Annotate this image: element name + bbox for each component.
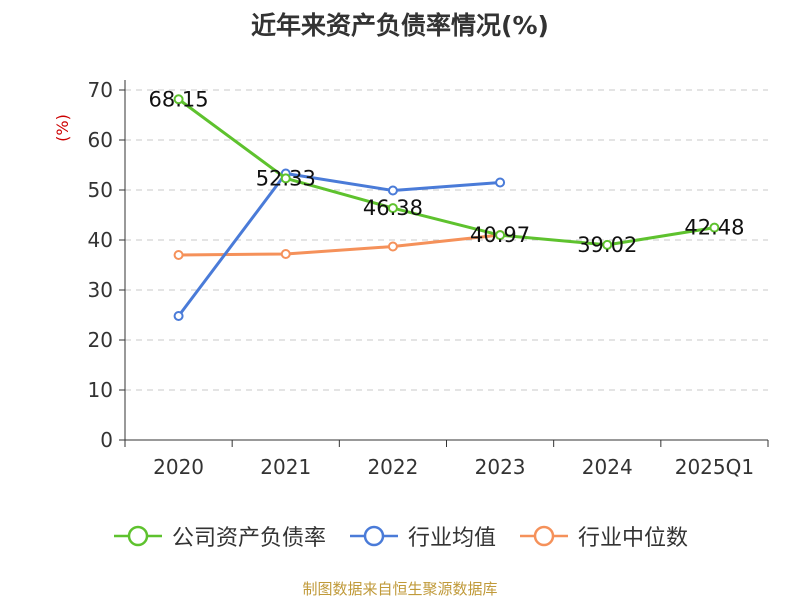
data-point [280,249,291,259]
data-point [495,177,506,188]
data-point [280,173,291,184]
legend-item[interactable]: 公司资产负债率 [112,520,326,552]
data-point [495,230,506,241]
data-label: 46.38 [363,196,423,220]
y-tick-label: 20 [88,328,113,352]
legend-item[interactable]: 行业中位数 [518,520,688,552]
legend-item[interactable]: 行业均值 [348,520,496,552]
data-point [387,241,398,252]
legend: 公司资产负债率 行业均值 行业中位数 [0,520,800,552]
chart-title: 近年来资产负债率情况(%) [251,11,549,40]
y-tick-label: 70 [88,78,113,102]
x-tick-label: 2024 [582,455,633,479]
data-label: 52.33 [256,166,316,190]
data-label: 68.15 [149,87,209,111]
data-label: 40.97 [470,223,530,247]
data-point [173,250,184,260]
legend-label: 公司资产负债率 [171,526,326,551]
y-tick-label: 50 [88,178,113,202]
data-point [387,203,398,214]
x-tick-label: 2021 [260,455,311,479]
data-point [602,239,613,250]
data-label: 39.02 [577,233,637,257]
series-line [177,172,501,317]
x-tick-label: 2023 [475,455,526,479]
y-axis-label: (%) [53,114,72,142]
legend-line-marker-icon [349,525,398,547]
y-tick-label: 40 [88,228,113,252]
y-tick-label: 60 [88,128,113,152]
y-tick-label: 10 [88,378,113,402]
data-label: 42.48 [684,216,744,240]
x-tick-label: 2022 [367,455,418,479]
series-line [177,98,715,247]
data-point [173,311,184,321]
legend-label: 行业均值 [407,526,496,551]
source-footer: 制图数据来自恒生聚源数据库 [302,580,498,598]
legend-line-marker-icon [113,525,162,547]
y-tick-label: 30 [88,278,113,302]
series-line [178,233,501,257]
y-tick-label: 0 [100,428,113,452]
x-tick-label: 2025Q1 [675,455,754,479]
data-point [709,222,720,233]
data-point [173,94,184,105]
x-tick-label: 2020 [153,455,204,479]
data-point [387,185,398,196]
legend-label: 行业中位数 [578,526,689,551]
legend-line-marker-icon [520,525,568,547]
line-chart: 0 10 20 30 40 50 60 70 2020 2021 2022 2023 2024 2025Q… [53,78,769,479]
